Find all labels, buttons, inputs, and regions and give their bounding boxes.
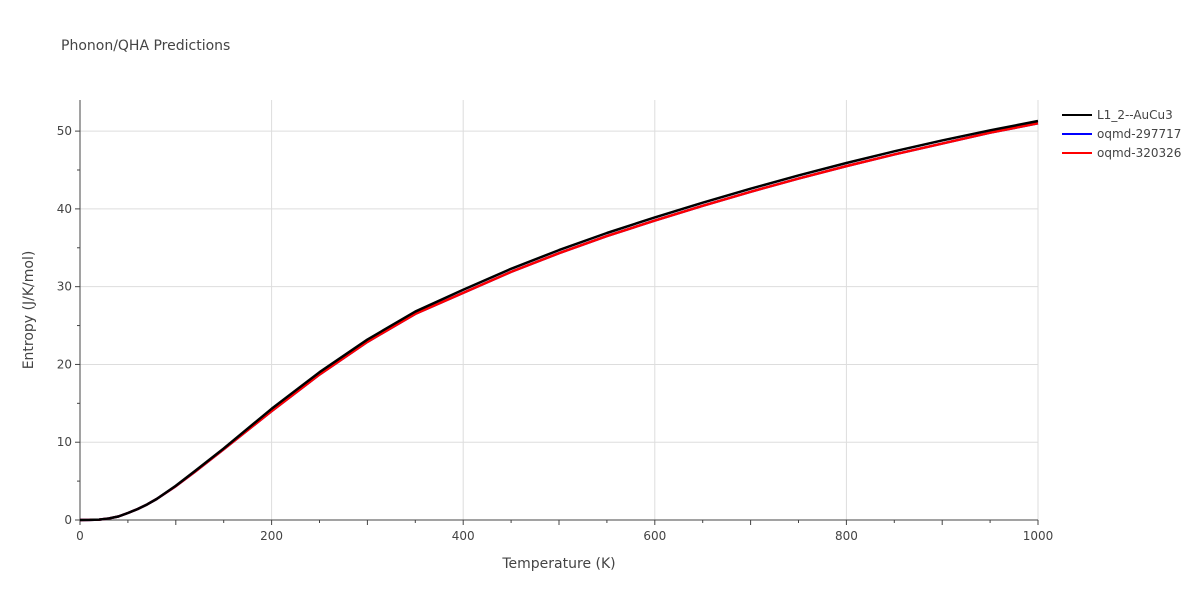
series-line-L1_2--AuCu3[interactable] bbox=[79, 119, 1039, 522]
y-tick-label: 0 bbox=[64, 513, 72, 527]
x-tick-label: 0 bbox=[76, 529, 84, 543]
plot-area[interactable] bbox=[79, 119, 1039, 522]
x-tick-label: 400 bbox=[452, 529, 475, 543]
legend-item[interactable]: oqmd-297717 bbox=[1062, 127, 1181, 141]
y-tick-label: 10 bbox=[57, 435, 72, 449]
grid bbox=[80, 100, 1039, 520]
x-tick-label: 600 bbox=[643, 529, 666, 543]
x-axis-title: Temperature (K) bbox=[501, 556, 615, 572]
axes bbox=[75, 100, 1039, 525]
y-tick-label: 40 bbox=[57, 202, 72, 216]
legend-item[interactable]: L1_2--AuCu3 bbox=[1062, 108, 1173, 122]
series-line-oqmd-320326[interactable] bbox=[79, 122, 1039, 522]
tick-labels: 0 200 400 600 800 1000 0 10 20 30 40 50 bbox=[57, 124, 1054, 543]
x-tick-label: 800 bbox=[835, 529, 858, 543]
x-tick-label: 200 bbox=[260, 529, 283, 543]
legend-label: L1_2--AuCu3 bbox=[1097, 108, 1173, 122]
y-tick-label: 30 bbox=[57, 280, 72, 294]
chart-title: Phonon/QHA Predictions bbox=[61, 38, 230, 54]
y-tick-label: 50 bbox=[57, 124, 72, 138]
y-tick-label: 20 bbox=[57, 357, 72, 371]
series-line-oqmd-297717[interactable] bbox=[79, 122, 1039, 522]
legend-label: oqmd-297717 bbox=[1097, 127, 1181, 141]
legend-label: oqmd-320326 bbox=[1097, 146, 1181, 160]
y-axis-title: Entropy (J/K/mol) bbox=[21, 251, 37, 370]
legend-item[interactable]: oqmd-320326 bbox=[1062, 146, 1181, 160]
x-tick-label: 1000 bbox=[1023, 529, 1054, 543]
legend[interactable]: L1_2--AuCu3 oqmd-297717 oqmd-320326 bbox=[1062, 108, 1181, 160]
